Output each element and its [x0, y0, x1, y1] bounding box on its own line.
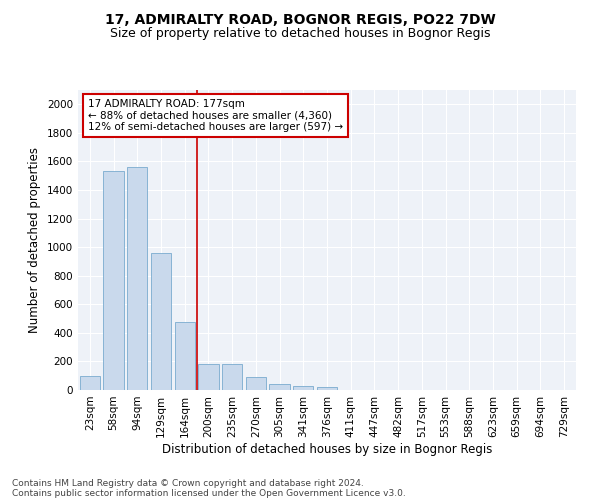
Bar [80, 376, 100, 390]
Text: 17 ADMIRALTY ROAD: 177sqm
← 88% of detached houses are smaller (4,360)
12% of se: 17 ADMIRALTY ROAD: 177sqm ← 88% of detac… [88, 99, 343, 132]
Bar [127, 167, 148, 390]
Text: Contains HM Land Registry data © Crown copyright and database right 2024.: Contains HM Land Registry data © Crown c… [12, 478, 364, 488]
Bar [293, 386, 313, 390]
Text: Size of property relative to detached houses in Bognor Regis: Size of property relative to detached ho… [110, 28, 490, 40]
Bar [175, 322, 195, 390]
Bar [151, 253, 171, 390]
Bar [269, 384, 290, 390]
X-axis label: Distribution of detached houses by size in Bognor Regis: Distribution of detached houses by size … [162, 442, 492, 456]
Bar [199, 364, 218, 390]
Bar [222, 364, 242, 390]
Bar [246, 377, 266, 390]
Text: Contains public sector information licensed under the Open Government Licence v3: Contains public sector information licen… [12, 488, 406, 498]
Bar [317, 388, 337, 390]
Text: 17, ADMIRALTY ROAD, BOGNOR REGIS, PO22 7DW: 17, ADMIRALTY ROAD, BOGNOR REGIS, PO22 7… [104, 12, 496, 26]
Y-axis label: Number of detached properties: Number of detached properties [28, 147, 41, 333]
Bar [103, 172, 124, 390]
